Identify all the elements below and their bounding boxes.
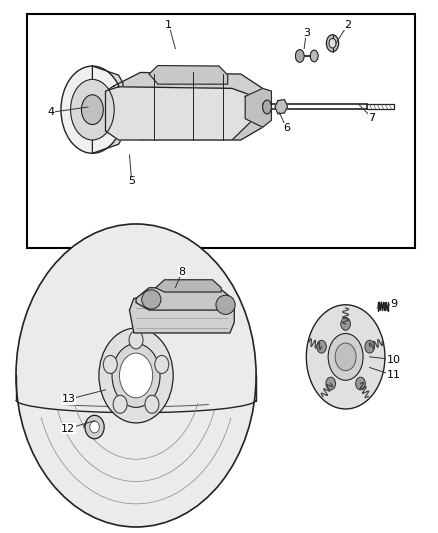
Text: 9: 9: [390, 298, 397, 309]
Text: 4: 4: [47, 107, 54, 117]
Ellipse shape: [216, 295, 235, 314]
Text: 13: 13: [61, 394, 75, 405]
Text: 7: 7: [368, 112, 375, 123]
Ellipse shape: [113, 395, 127, 413]
Polygon shape: [245, 88, 272, 127]
Ellipse shape: [71, 79, 114, 140]
Polygon shape: [275, 100, 288, 114]
Text: 2: 2: [344, 20, 351, 30]
Polygon shape: [136, 288, 232, 310]
Ellipse shape: [326, 377, 336, 390]
Ellipse shape: [85, 415, 104, 439]
Text: 12: 12: [61, 424, 75, 434]
Ellipse shape: [329, 38, 336, 48]
Text: 3: 3: [303, 28, 310, 38]
Polygon shape: [92, 66, 123, 154]
Ellipse shape: [99, 328, 173, 423]
Text: 1: 1: [165, 20, 172, 30]
Polygon shape: [130, 298, 234, 333]
Text: 6: 6: [283, 123, 290, 133]
Text: 8: 8: [178, 267, 185, 277]
Ellipse shape: [81, 95, 103, 125]
Text: 5: 5: [128, 176, 135, 187]
Ellipse shape: [120, 353, 152, 398]
Ellipse shape: [263, 100, 272, 114]
Ellipse shape: [90, 421, 99, 433]
Text: 10: 10: [387, 354, 401, 365]
Ellipse shape: [306, 305, 385, 409]
Ellipse shape: [145, 395, 159, 413]
Polygon shape: [106, 72, 263, 96]
Ellipse shape: [365, 340, 374, 353]
Ellipse shape: [155, 356, 169, 374]
Ellipse shape: [112, 344, 160, 407]
Ellipse shape: [310, 50, 318, 62]
Ellipse shape: [341, 318, 350, 330]
Polygon shape: [155, 280, 221, 292]
Ellipse shape: [129, 331, 143, 349]
Ellipse shape: [326, 35, 339, 52]
Ellipse shape: [317, 340, 326, 353]
Polygon shape: [106, 87, 263, 140]
Ellipse shape: [61, 66, 124, 154]
Bar: [27, 14, 416, 248]
Ellipse shape: [328, 334, 363, 380]
Ellipse shape: [356, 377, 365, 390]
Polygon shape: [149, 66, 228, 84]
Ellipse shape: [16, 224, 256, 527]
Polygon shape: [106, 119, 263, 140]
Ellipse shape: [103, 356, 117, 374]
Ellipse shape: [295, 50, 304, 62]
Text: 11: 11: [387, 370, 401, 381]
Ellipse shape: [335, 343, 356, 370]
Ellipse shape: [142, 290, 161, 309]
